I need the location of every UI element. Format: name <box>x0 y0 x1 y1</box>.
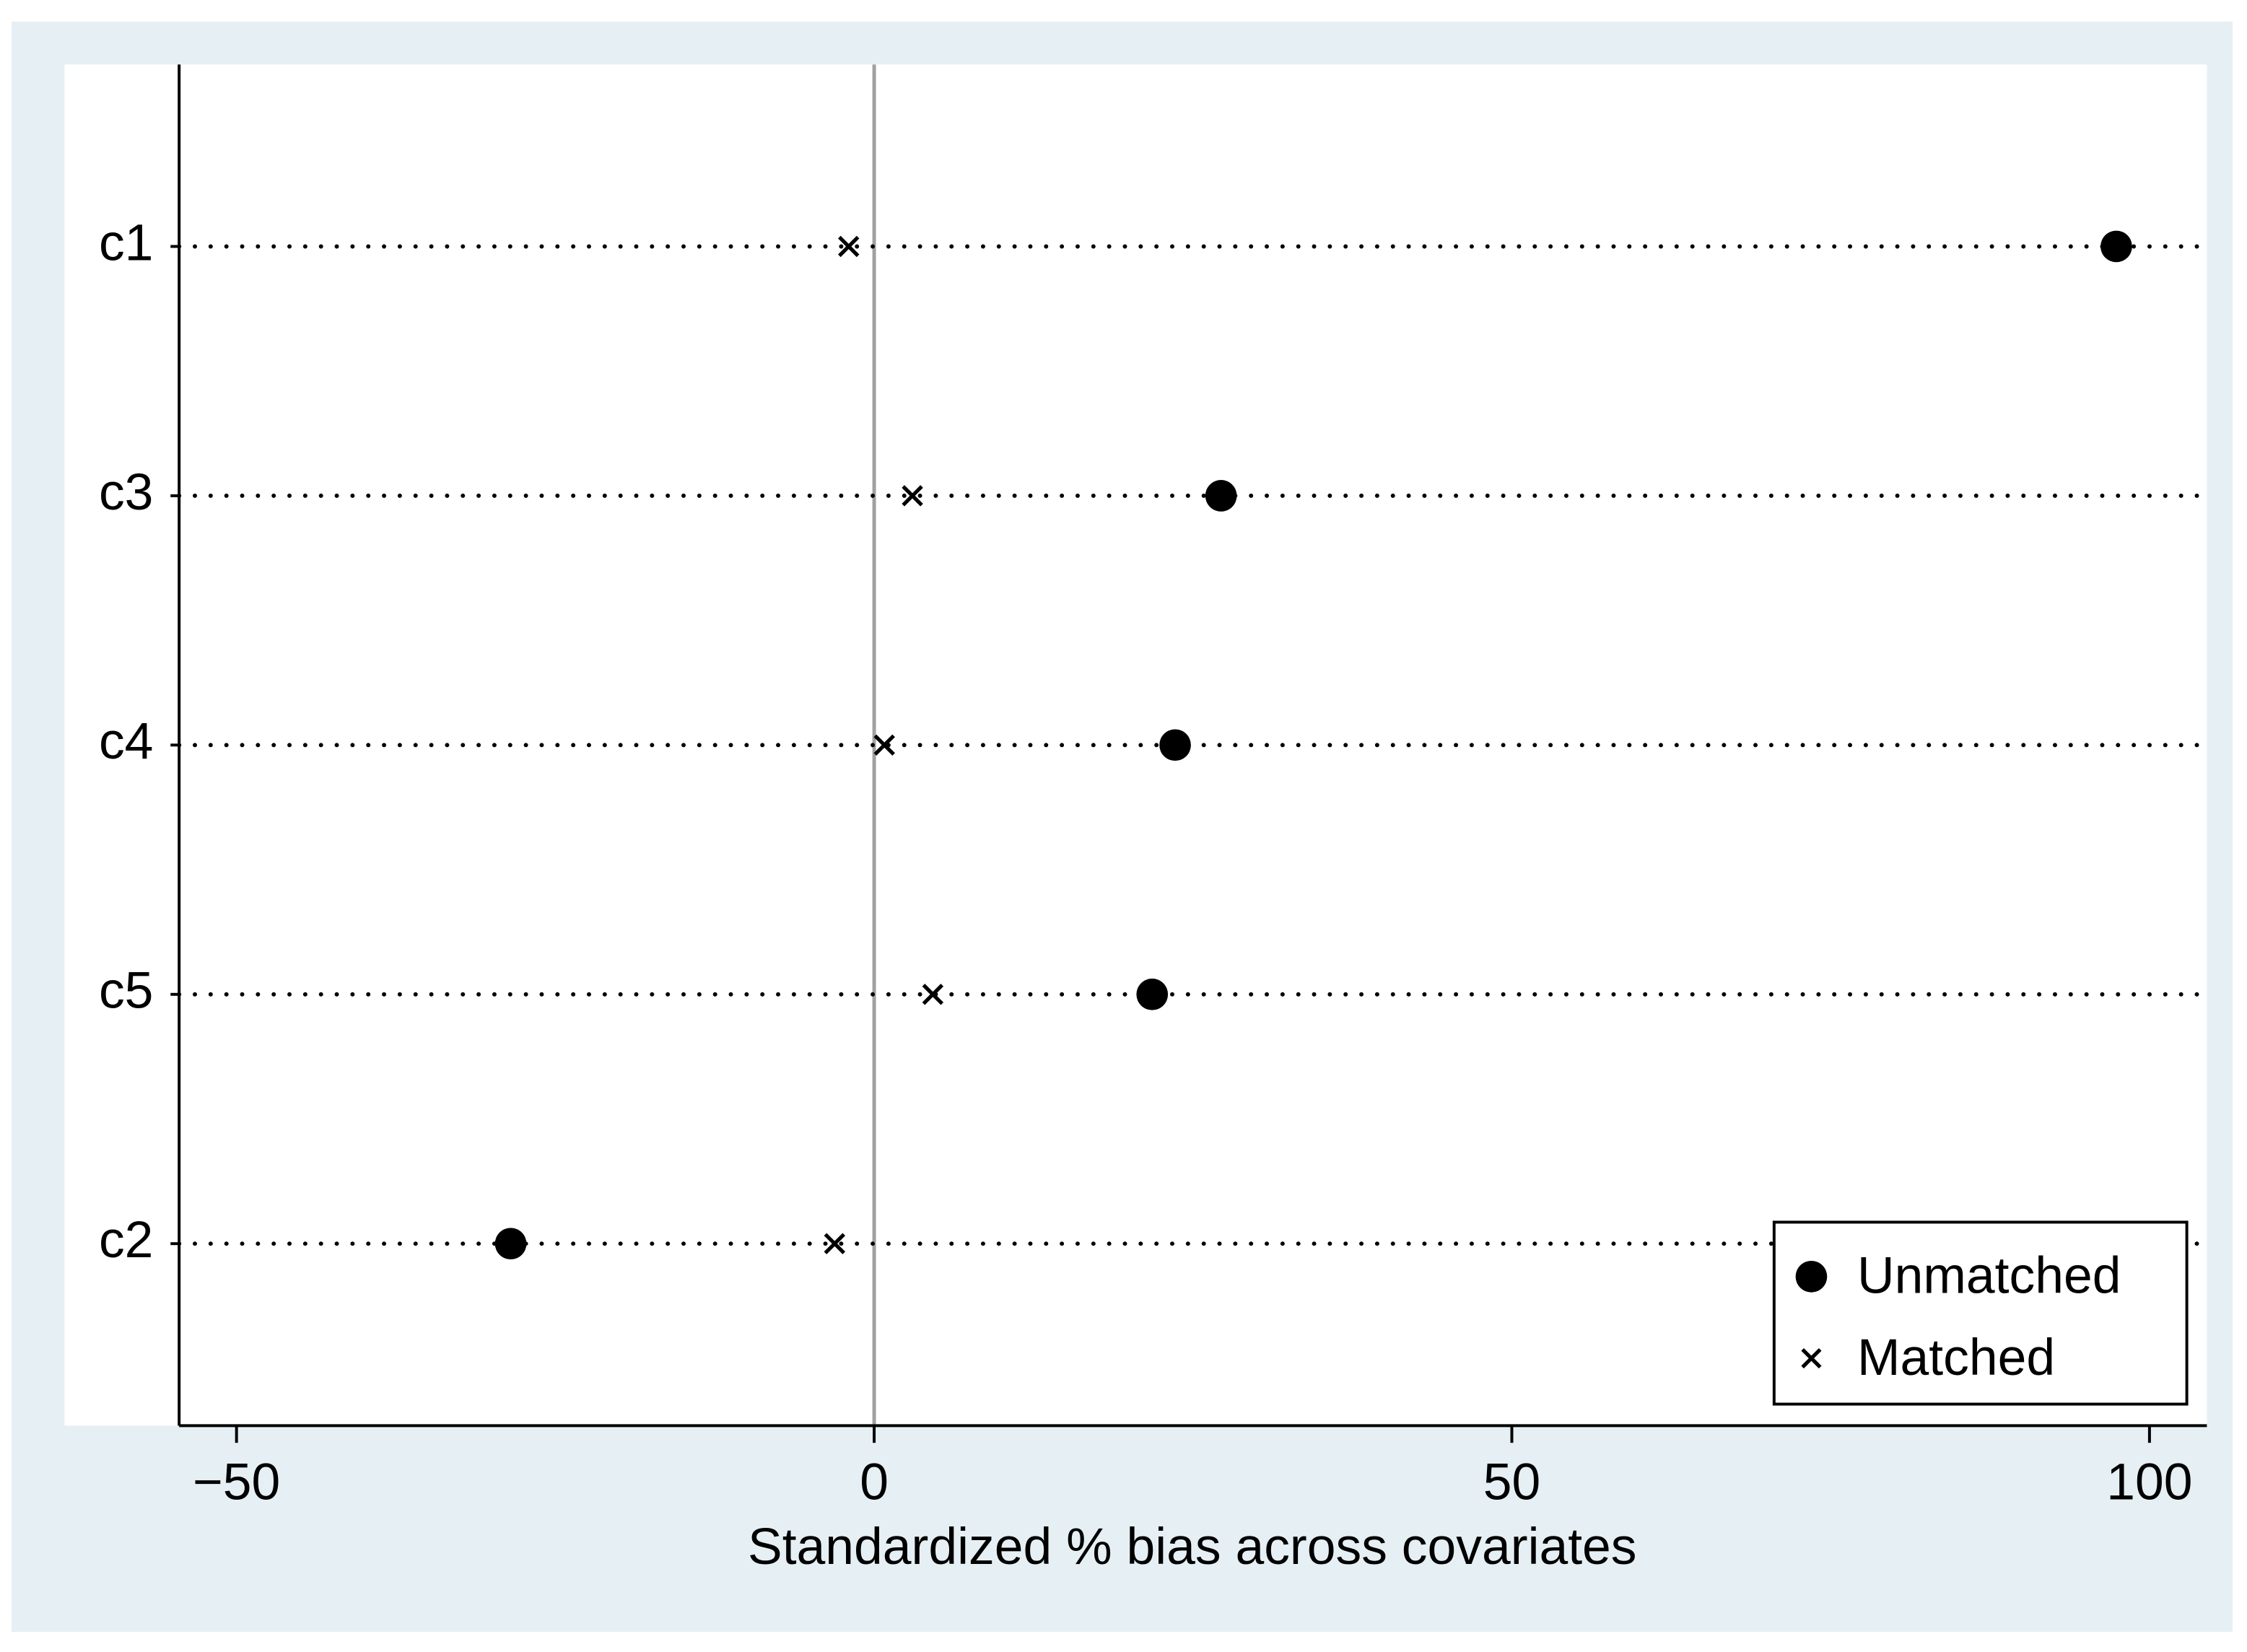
x-tick-label: 0 <box>860 1454 889 1511</box>
y-tick-label: c5 <box>99 962 153 1020</box>
y-tick-label: c1 <box>99 214 153 271</box>
x-marker <box>838 235 860 258</box>
dot-marker <box>1136 978 1169 1010</box>
x-marker <box>922 984 944 1005</box>
legend-box <box>1772 1220 2189 1406</box>
legend-label: Matched <box>1857 1329 2055 1386</box>
dot-marker <box>2100 230 2132 263</box>
dot-marker <box>1205 480 1237 512</box>
y-tick-label: c2 <box>99 1211 153 1269</box>
x-marker <box>824 1233 846 1254</box>
x-tick-label: 100 <box>2106 1454 2192 1511</box>
x-marker <box>902 485 923 507</box>
y-tick-label: c3 <box>99 463 153 521</box>
legend-label: Unmatched <box>1857 1247 2121 1305</box>
y-tick-label: c4 <box>99 712 153 770</box>
x-marker <box>873 734 895 756</box>
legend-marker <box>1801 1347 1822 1369</box>
x-tick-label: 50 <box>1483 1454 1541 1511</box>
x-axis-title: Standardized % bias across covariates <box>748 1518 1637 1575</box>
dot-marker <box>1159 729 1191 761</box>
dot-marker <box>494 1228 527 1260</box>
legend-marker <box>1795 1261 1828 1293</box>
x-tick-label: −50 <box>193 1454 280 1511</box>
